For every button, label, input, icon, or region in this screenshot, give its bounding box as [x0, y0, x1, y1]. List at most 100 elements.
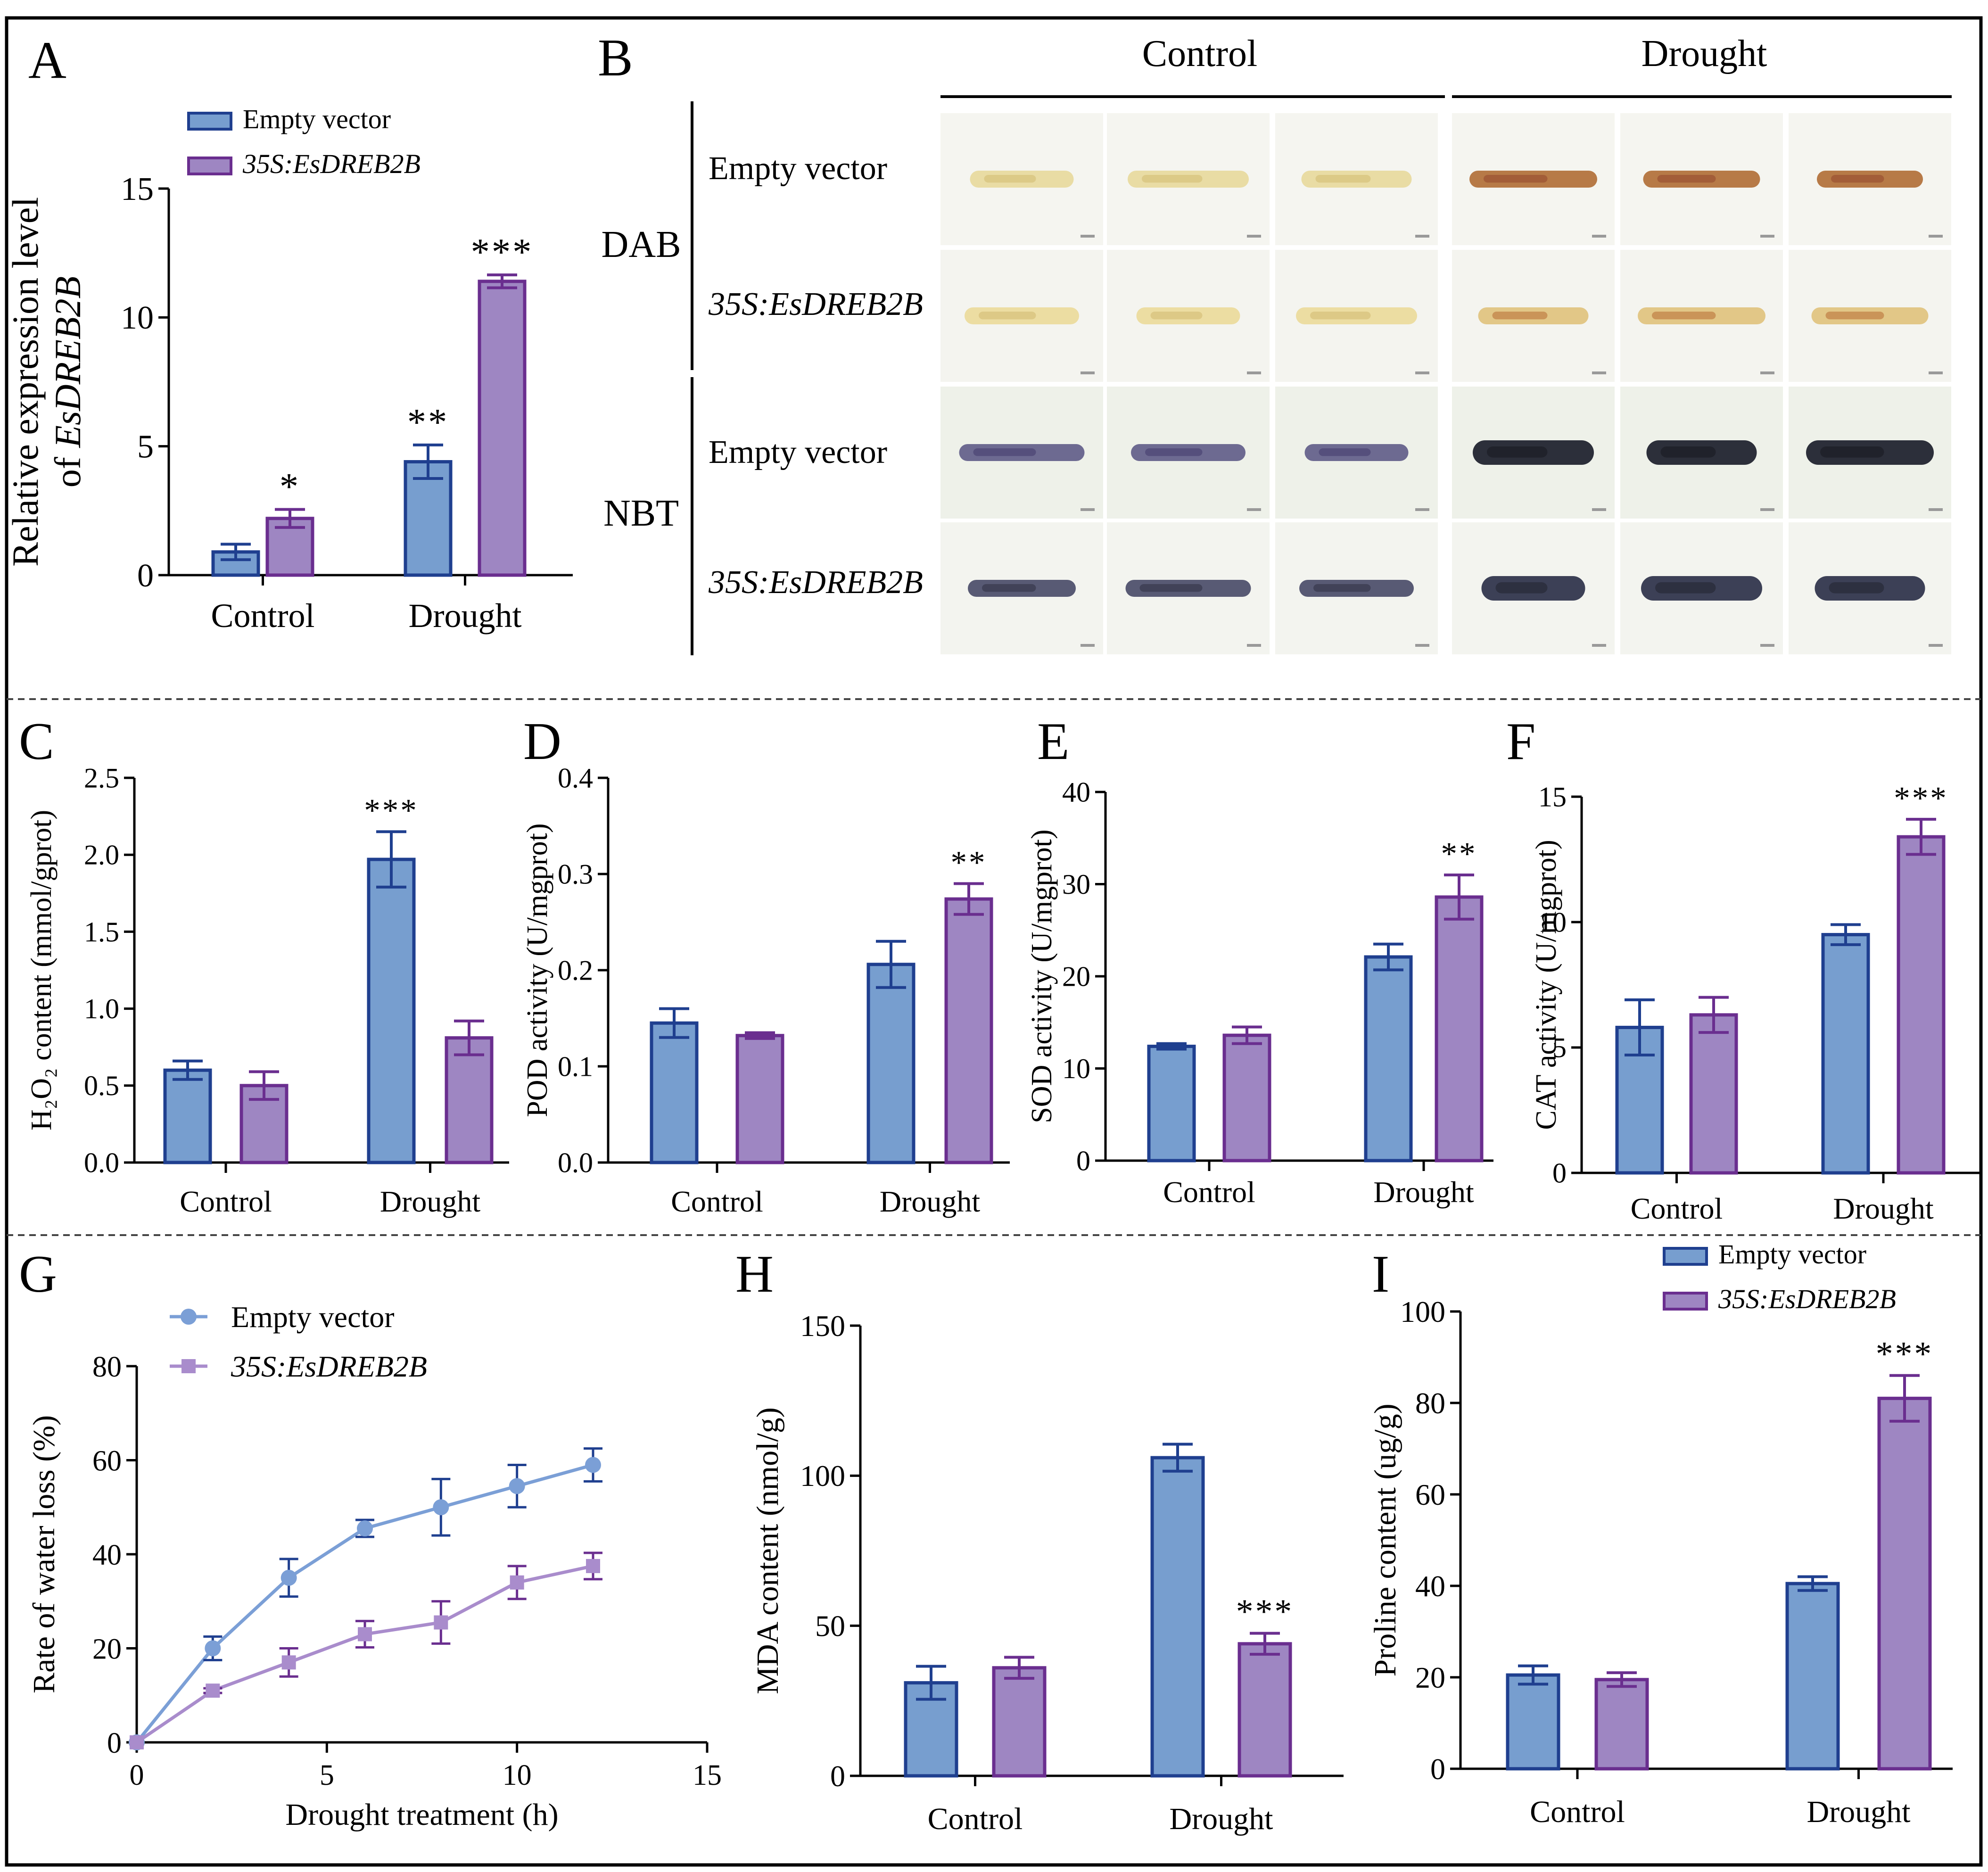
x-tick-label: Control	[1163, 1175, 1255, 1209]
significance-label: ***	[1876, 1334, 1933, 1373]
scale-bar	[1415, 235, 1429, 238]
y-tick-label: 5	[137, 429, 154, 465]
scale-bar	[1081, 235, 1095, 238]
y-tick-label: 40	[92, 1539, 122, 1571]
col-header-control: Control	[1142, 33, 1257, 74]
data-point	[205, 1640, 221, 1657]
bar	[1821, 933, 1870, 1175]
significance-label: ***	[364, 792, 419, 828]
y-tick-label: 0.0	[84, 1147, 119, 1178]
row-label-nbt-empty: Empty vector	[709, 434, 887, 470]
row-label-dab-empty: Empty vector	[709, 150, 887, 187]
data-point	[585, 1457, 601, 1473]
col-header-drought: Drought	[1642, 33, 1767, 74]
significance-label: ***	[1894, 780, 1948, 816]
y-axis-label: SOD activity (U/mgprot)	[1026, 829, 1058, 1123]
y-axis-label: CAT activity (U/mgprot)	[1530, 840, 1562, 1130]
panel-b-letter: B	[598, 29, 633, 87]
y-tick-label: 0.0	[558, 1147, 593, 1178]
y-tick-label: 80	[1415, 1386, 1445, 1420]
y-tick-label: 20	[1062, 961, 1090, 992]
y-tick-label: 5	[1552, 1032, 1567, 1063]
x-tick-label: Control	[928, 1802, 1023, 1836]
legend-swatch	[1663, 1247, 1708, 1266]
scale-bar	[1929, 371, 1943, 374]
bar	[866, 963, 916, 1164]
bar	[735, 1034, 784, 1164]
data-point	[433, 1499, 449, 1516]
bar	[1435, 895, 1484, 1163]
y-axis-label: Relative expression level	[5, 197, 46, 567]
bar	[944, 897, 993, 1164]
scale-bar	[1247, 508, 1261, 511]
tissue-stain	[1820, 446, 1884, 458]
micrograph-grid	[940, 113, 1951, 654]
data-point	[281, 1655, 296, 1670]
tissue-stain	[1660, 446, 1716, 458]
tissue-stain	[973, 448, 1036, 456]
legend-marker	[181, 1309, 197, 1325]
y-tick-label: 100	[1400, 1295, 1445, 1328]
data-point	[280, 1569, 297, 1586]
x-tick-label: Drought	[1170, 1802, 1273, 1836]
scale-bar	[1415, 371, 1429, 374]
y-tick-label: 40	[1415, 1569, 1445, 1603]
y-tick-label: 0.2	[558, 955, 593, 986]
y-tick-label: 0	[830, 1759, 845, 1793]
y-tick-label: 15	[121, 171, 154, 207]
tissue-stain	[1139, 584, 1203, 592]
significance-label: *	[280, 466, 300, 508]
data-point	[130, 1735, 144, 1749]
bar	[1689, 1013, 1738, 1175]
chart-h: H 0 50 100 150 Control Drought *** MDA content (…	[735, 1245, 1344, 1836]
data-point	[358, 1627, 372, 1641]
x-tick-label: Drought	[409, 597, 522, 635]
panel-b: B Control Drought DAB NBT Empty vector 3…	[598, 29, 1952, 655]
y-tick-label: 1.5	[84, 916, 119, 948]
x-tick-label: Control	[211, 597, 314, 635]
y-tick-label: 60	[92, 1445, 122, 1477]
y-axis-label: POD activity (U/mgprot)	[521, 823, 553, 1117]
y-tick-label: 0	[1430, 1752, 1445, 1786]
chart-i: I 0 20 40 60 80 100 Control Drought *** Proline co…	[1368, 1239, 1953, 1829]
legend-swatch	[1663, 1292, 1708, 1311]
scale-bar	[1415, 508, 1429, 511]
tissue-stain	[1150, 312, 1203, 320]
x-tick-label: Drought	[1807, 1795, 1911, 1829]
scale-bar	[1760, 235, 1774, 238]
scale-bar	[1929, 644, 1943, 647]
x-tick-label: Drought	[380, 1185, 481, 1218]
bar	[445, 1036, 494, 1164]
tissue-stain	[1145, 448, 1203, 456]
tissue-stain	[1319, 448, 1371, 456]
y-tick-label: 0.4	[558, 762, 593, 793]
panel-letter-d: D	[523, 712, 561, 771]
y-axis-label: MDA content (nmol/g)	[751, 1407, 785, 1694]
scale-bar	[1247, 371, 1261, 374]
y-tick-label: 2.0	[84, 840, 119, 871]
significance-label: ***	[1236, 1592, 1294, 1631]
row-label-dab-over: 35S:EsDREB2B	[708, 286, 923, 322]
bar	[1594, 1678, 1649, 1771]
data-point	[206, 1683, 220, 1698]
y-tick-label: 40	[1062, 776, 1090, 808]
scale-bar	[1081, 508, 1095, 511]
bar	[1147, 1045, 1196, 1163]
tissue-stain	[1652, 312, 1716, 320]
tissue-stain	[979, 312, 1036, 320]
panel-letter-g: G	[19, 1245, 57, 1303]
tissue-stain	[1657, 175, 1716, 183]
row-label-nbt-over: 35S:EsDREB2B	[708, 564, 923, 601]
tissue-stain	[1310, 312, 1371, 320]
tissue-stain	[1829, 582, 1884, 594]
y-tick-label: 20	[92, 1633, 122, 1666]
panel-letter-f: F	[1506, 712, 1535, 771]
y-tick-label: 100	[800, 1459, 845, 1493]
scale-bar	[1760, 644, 1774, 647]
x-tick-label: 15	[693, 1759, 722, 1791]
panel-letter-c: C	[19, 712, 54, 771]
legend-label: 35S:EsDREB2B	[242, 148, 421, 179]
legend-label: Empty vector	[1718, 1239, 1866, 1270]
stain-label-nbt: NBT	[603, 493, 679, 534]
scale-bar	[1247, 644, 1261, 647]
